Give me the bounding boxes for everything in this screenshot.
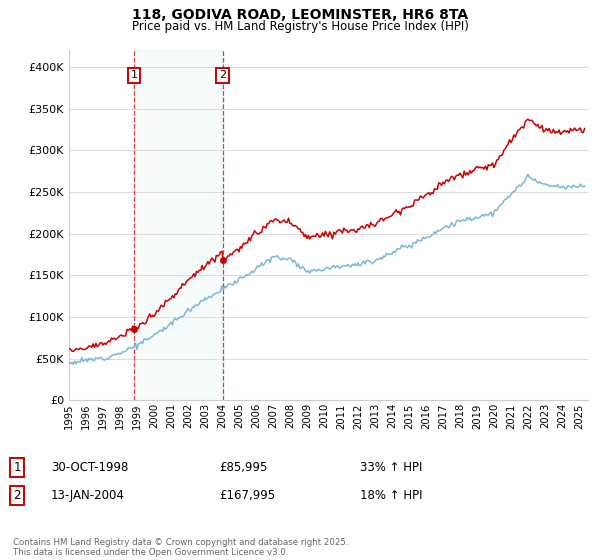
Text: 30-OCT-1998: 30-OCT-1998 [51,461,128,474]
Text: 1: 1 [131,71,137,81]
Text: 118, GODIVA ROAD, LEOMINSTER, HR6 8TA: 118, GODIVA ROAD, LEOMINSTER, HR6 8TA [132,8,468,22]
Text: £85,995: £85,995 [219,461,268,474]
Text: 2: 2 [219,71,226,81]
Text: 2: 2 [13,489,20,502]
Text: £167,995: £167,995 [219,489,275,502]
Text: 33% ↑ HPI: 33% ↑ HPI [360,461,422,474]
Text: 18% ↑ HPI: 18% ↑ HPI [360,489,422,502]
Bar [134,50,223,400]
Text: Price paid vs. HM Land Registry's House Price Index (HPI): Price paid vs. HM Land Registry's House … [131,20,469,32]
Text: Contains HM Land Registry data © Crown copyright and database right 2025.
This d: Contains HM Land Registry data © Crown c… [13,538,349,557]
Text: 13-JAN-2004: 13-JAN-2004 [51,489,125,502]
Text: 1: 1 [13,461,20,474]
